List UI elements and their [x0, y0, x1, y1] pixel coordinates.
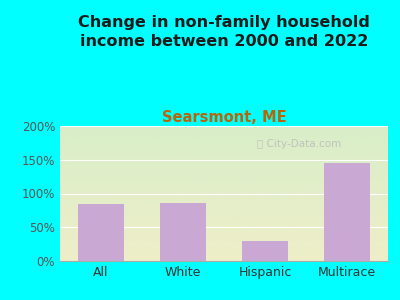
- Bar: [78, 204, 124, 261]
- Bar: [242, 241, 288, 261]
- Text: Searsmont, ME: Searsmont, ME: [162, 110, 286, 124]
- Bar: [160, 203, 206, 261]
- Text: ⓘ City-Data.com: ⓘ City-Data.com: [257, 139, 342, 148]
- Bar: [324, 163, 370, 261]
- Text: Change in non-family household
income between 2000 and 2022: Change in non-family household income be…: [78, 15, 370, 49]
